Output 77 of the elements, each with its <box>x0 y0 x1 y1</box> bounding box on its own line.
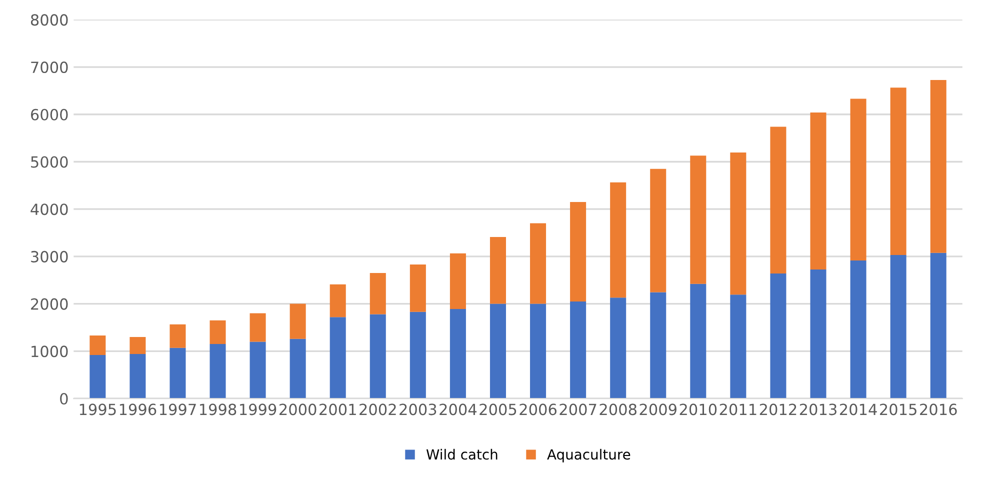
x-tick-label: 1996 <box>120 404 156 416</box>
bar <box>90 336 106 355</box>
bar <box>170 324 186 348</box>
bar <box>210 344 226 399</box>
bar <box>650 168 666 292</box>
x-tick-label: 1995 <box>80 404 116 416</box>
bar <box>490 237 506 304</box>
bar <box>290 338 306 399</box>
y-tick-label: 2000 <box>31 298 68 310</box>
bar <box>890 255 906 399</box>
legend-label: Aquaculture <box>547 448 630 462</box>
x-tick-label: 1997 <box>160 404 196 416</box>
bar <box>170 348 186 399</box>
bar <box>570 301 586 399</box>
bar <box>450 253 466 310</box>
bar <box>930 252 946 399</box>
bar <box>90 354 106 399</box>
y-tick-label: 6000 <box>30 108 68 120</box>
bar <box>890 88 906 256</box>
bar <box>650 292 666 399</box>
x-tick-label: 2011 <box>720 404 756 416</box>
y-tick-label: 1000 <box>32 346 68 358</box>
x-tick-label: 2009 <box>640 404 676 416</box>
bar <box>130 336 146 354</box>
y-tick-label: 8000 <box>30 14 68 26</box>
bar <box>850 260 866 399</box>
x-tick-label: 2005 <box>480 404 516 416</box>
y-tick-label: 5000 <box>31 156 68 168</box>
bar <box>410 312 426 399</box>
x-tick-label: 2004 <box>440 404 477 416</box>
bar <box>530 304 546 399</box>
bar <box>690 156 706 284</box>
bar <box>530 223 546 304</box>
bar <box>770 274 786 399</box>
bar <box>610 182 626 298</box>
x-tick-label: 1998 <box>200 404 236 416</box>
bar <box>850 98 866 260</box>
x-tick-label: 2003 <box>400 404 436 416</box>
bar <box>370 314 386 399</box>
bar <box>250 313 266 342</box>
x-tick-label: 2008 <box>600 404 636 416</box>
x-tick-label: 2001 <box>320 404 356 416</box>
bar <box>450 309 466 399</box>
x-tick-label: 2006 <box>520 404 556 416</box>
bar <box>130 354 146 399</box>
bar <box>290 304 306 339</box>
x-tick-label: 2016 <box>920 404 957 416</box>
x-tick-label: 2015 <box>880 404 916 416</box>
y-tick-label: 0 <box>60 392 68 405</box>
y-tick-label: 3000 <box>31 250 68 262</box>
bar <box>330 284 346 318</box>
bar <box>210 320 226 344</box>
bar <box>730 152 746 295</box>
x-tick-label: 1999 <box>240 404 276 416</box>
bar <box>250 342 266 399</box>
legend-label: Wild catch <box>426 448 498 460</box>
bar <box>370 273 386 314</box>
x-tick-label: 2013 <box>800 404 836 416</box>
bar <box>330 317 346 399</box>
bar <box>610 298 626 399</box>
bar <box>410 264 426 312</box>
bar <box>490 304 506 399</box>
y-tick-label: 7000 <box>31 62 68 74</box>
bar <box>810 269 826 399</box>
bar <box>690 284 706 399</box>
bar <box>770 126 786 274</box>
bar <box>930 80 946 253</box>
x-tick-label: 2012 <box>760 404 796 416</box>
y-tick-label: 4000 <box>30 204 68 216</box>
x-tick-label: 2002 <box>360 404 396 416</box>
x-tick-label: 2010 <box>680 404 717 416</box>
x-tick-label: 2000 <box>280 404 316 416</box>
x-tick-label: 2014 <box>840 404 877 416</box>
bar <box>570 202 586 302</box>
bar <box>810 112 826 270</box>
bar <box>730 294 746 399</box>
x-tick-label: 2007 <box>560 404 596 416</box>
